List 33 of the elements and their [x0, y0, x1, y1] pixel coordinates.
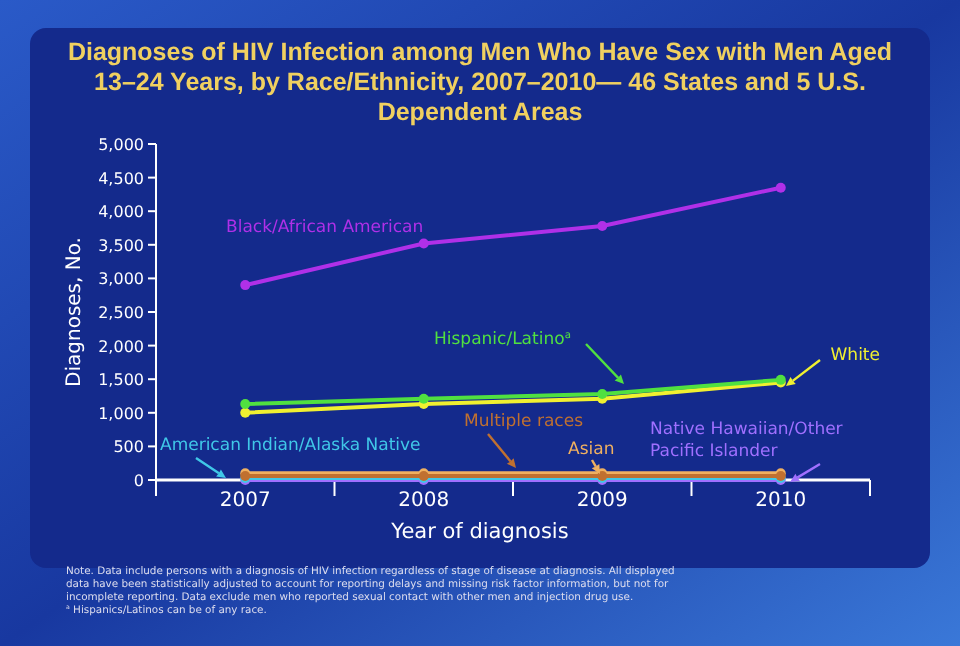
y-tick-label: 4,500 — [98, 169, 144, 188]
y-tick-label: 500 — [113, 438, 144, 457]
text: White — [830, 346, 880, 366]
x-tick-label: 2009 — [576, 490, 628, 512]
point — [597, 388, 608, 399]
y-tick-label: 1,000 — [98, 404, 144, 423]
point — [240, 399, 251, 410]
y-axis-title: Diagnoses, No. — [64, 237, 86, 387]
y-tick-label: 4,000 — [98, 203, 144, 222]
y-tick-label: 3,500 — [98, 236, 144, 255]
y-tick-label: 1,500 — [98, 371, 144, 390]
y-tick-label: 0 — [133, 472, 144, 490]
series-label: Asian — [568, 440, 615, 460]
text: Hispanic/Latino$^{a}$ — [434, 330, 571, 350]
series-label: Native Hawaiian/Other Pacific Islander — [650, 420, 844, 462]
x-tick-label: 2008 — [398, 490, 450, 512]
point — [775, 182, 786, 193]
y-tick-label: 3,000 — [98, 270, 144, 289]
point — [597, 220, 608, 231]
y-tick-label: 2,500 — [98, 304, 144, 322]
x-axis-title: Year of diagnosis — [389, 520, 569, 544]
series-label: American Indian/Alaska Native — [160, 436, 421, 456]
series-label: Black/African American — [226, 218, 424, 238]
point — [240, 280, 251, 291]
y-tick-label: 5,000 — [98, 136, 144, 154]
chart-title: Diagnoses of HIV Infection among Men Who Have Sex with Men Aged 13–24 Years, by Race/Ethnicity, 2007–2010— 46 States and 5 U.S. Dependent Areas — [67, 38, 893, 126]
text: Multiple races — [464, 412, 585, 432]
y-tick-label: 2,000 — [98, 337, 144, 356]
x-tick-label: 2007 — [219, 490, 271, 512]
point — [418, 393, 429, 404]
point — [240, 407, 251, 418]
x-tick-label: 2010 — [755, 490, 807, 512]
point — [418, 238, 429, 249]
